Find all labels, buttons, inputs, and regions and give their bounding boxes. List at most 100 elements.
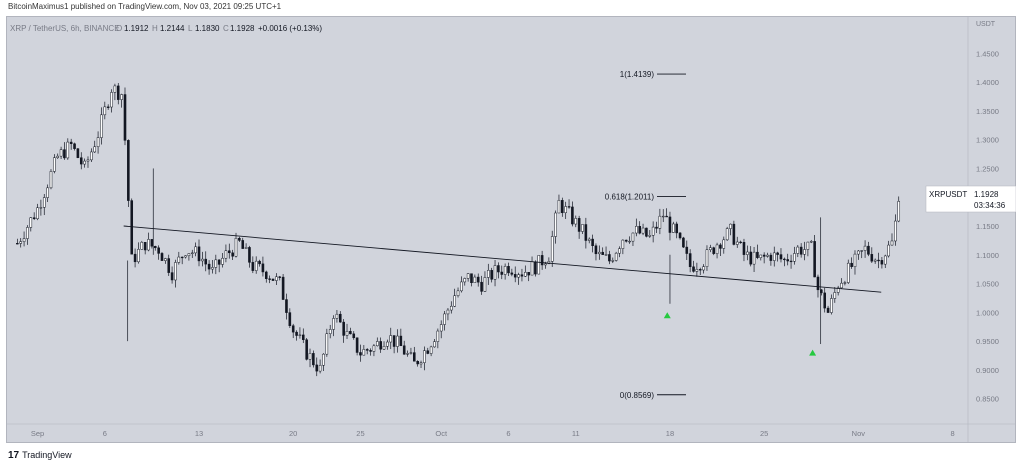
candle-down (571, 206, 574, 225)
candle-down (497, 265, 500, 273)
green-up-triangle-marker (663, 312, 671, 319)
candle-up (96, 137, 100, 148)
candle-up (433, 341, 436, 348)
candle-down (534, 261, 537, 275)
candle-down (749, 251, 752, 265)
legend-open: 1.1912 (124, 24, 149, 33)
candle-down (816, 276, 820, 291)
y-tick-label: 0.8500 (976, 395, 999, 404)
candle-up (325, 333, 329, 355)
candle-up (409, 352, 413, 354)
candle-up (439, 324, 443, 332)
candle-up (372, 345, 376, 352)
candle-up (103, 106, 107, 116)
candle-up (49, 171, 53, 189)
candle-up (66, 141, 70, 159)
candle-up (39, 207, 43, 209)
candle-up (614, 252, 618, 261)
candle-up (120, 94, 123, 100)
candle-up (809, 241, 813, 243)
candle-down (167, 258, 171, 273)
legend-change: +0.0016 (+0.13%) (258, 24, 322, 33)
candle-up (554, 212, 557, 237)
candle-down (490, 270, 493, 280)
candle-up (322, 353, 325, 366)
candle-up (26, 227, 29, 239)
candle-down (877, 259, 880, 262)
candle-down (342, 321, 345, 336)
candle-up (752, 251, 756, 265)
candle-down (32, 217, 36, 220)
y-axis-title: USDT (976, 21, 996, 28)
candle-up (298, 334, 302, 336)
candle-up (493, 265, 497, 280)
candle-up (53, 157, 56, 172)
candle-up (164, 258, 167, 261)
candle-down (799, 246, 803, 255)
candle-up (860, 250, 864, 252)
candle-up (382, 346, 386, 350)
candle-down (207, 263, 211, 270)
last-price-tag: XRPUSDT 1.1928 03:34:36 (925, 185, 1016, 213)
candle-up (702, 266, 705, 271)
candle-down (594, 245, 598, 255)
candle-down (204, 258, 208, 265)
chart-svg[interactable]: USDT1.45001.40001.35001.30001.25001.2000… (6, 16, 1016, 443)
y-tick-label: 1.0000 (976, 308, 999, 317)
candle-up (308, 353, 312, 360)
candle-up (564, 206, 567, 214)
candle-down (520, 274, 524, 277)
candle-up (463, 278, 467, 283)
candle-down (645, 227, 648, 237)
candle-down (130, 200, 134, 255)
candle-down (150, 239, 154, 247)
candle-up (36, 207, 39, 220)
candle-up (100, 114, 103, 138)
candle-up (574, 218, 578, 225)
candle-down (160, 253, 164, 261)
candle-up (661, 215, 665, 218)
candle-up (857, 250, 860, 255)
candle-up (604, 254, 608, 256)
fib-level-label: 0.618(1.2011) (605, 193, 655, 202)
candle-down (268, 278, 271, 280)
candle-down (655, 226, 658, 229)
candle-up (840, 282, 843, 289)
candle-down (769, 254, 773, 261)
candle-down (285, 299, 288, 313)
candle-up (672, 223, 675, 233)
y-tick-label: 1.3500 (976, 107, 999, 116)
candle-up (544, 263, 547, 266)
price-axis: USDT1.45001.40001.35001.30001.25001.2000… (967, 16, 999, 443)
y-tick-label: 0.9500 (976, 337, 999, 346)
candle-up (803, 249, 806, 255)
candle-down (577, 218, 581, 232)
candle-up (113, 85, 117, 93)
candle-up (843, 282, 847, 284)
legend-high-label: H (152, 24, 158, 33)
y-tick-label: 1.1500 (976, 222, 999, 231)
candle-down (584, 224, 588, 241)
candle-up (557, 200, 561, 214)
x-tick-label: 11 (572, 429, 580, 438)
x-tick-label: 6 (506, 429, 510, 438)
candle-up (211, 267, 214, 270)
candle-up (234, 237, 238, 257)
candle-up (423, 350, 426, 363)
candle-up (635, 226, 638, 234)
candle-down (500, 271, 504, 275)
candle-up (406, 353, 409, 355)
candle-up (140, 242, 144, 250)
candle-up (429, 346, 433, 354)
x-tick-label: 18 (666, 429, 674, 438)
publisher-header: BitcoinMaximus1 published on TradingView… (8, 2, 282, 11)
candle-up (628, 240, 631, 243)
candle-up (59, 149, 63, 157)
fib-level-label: 1(1.4139) (620, 70, 655, 79)
candle-up (729, 223, 732, 229)
candle-down (352, 333, 356, 339)
candle-up (836, 287, 840, 293)
candle-up (201, 258, 204, 262)
candle-up (450, 305, 453, 311)
candle-down (251, 262, 255, 271)
